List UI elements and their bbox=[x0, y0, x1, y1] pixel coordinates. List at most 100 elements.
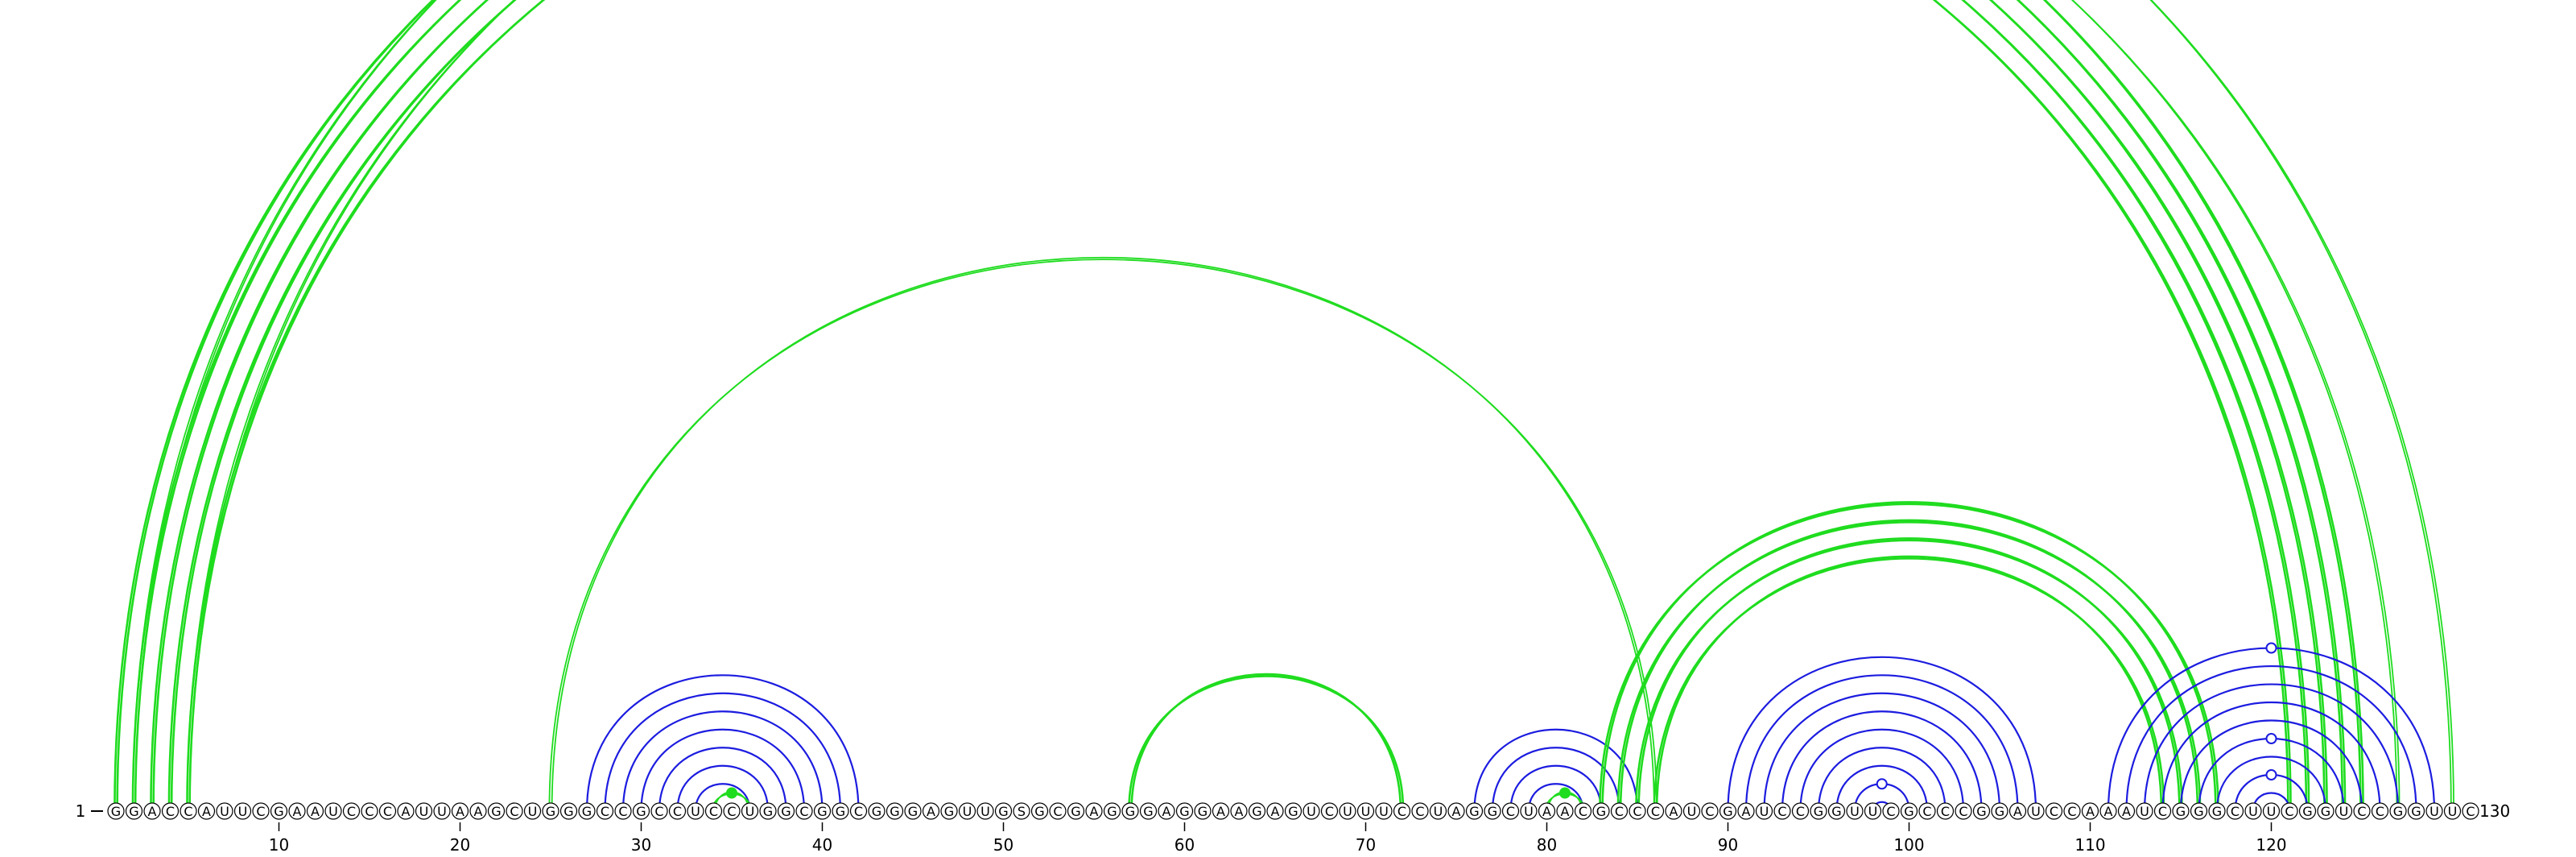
tick-label: 90 bbox=[1718, 835, 1738, 855]
nucleotide-circle bbox=[1592, 802, 1610, 820]
green-kissing-arc bbox=[1655, 555, 2163, 812]
nucleotide-circle bbox=[1520, 802, 1538, 820]
nucleotide-letter: U bbox=[1850, 804, 1860, 819]
nucleotide-letter: A bbox=[1542, 804, 1551, 819]
blue-hairpin-1-arc bbox=[658, 747, 787, 812]
nucleotide-letter: G bbox=[944, 804, 954, 819]
green-kissing-arc bbox=[1616, 521, 2202, 812]
nucleotide-circle bbox=[1194, 802, 1212, 820]
arc-marker bbox=[2265, 733, 2277, 744]
nucleotide-letter: C bbox=[709, 804, 718, 819]
nucleotide-circle bbox=[125, 802, 143, 820]
nucleotide-circle bbox=[1266, 802, 1284, 820]
nucleotide-letter: C bbox=[799, 804, 808, 819]
nucleotide-circle bbox=[143, 802, 161, 820]
nucleotide-letter: A bbox=[311, 804, 320, 819]
nucleotide-circle bbox=[759, 802, 777, 820]
nucleotide-circle bbox=[1484, 802, 1501, 820]
nucleotide-circle bbox=[2136, 802, 2153, 820]
nucleotide-circle bbox=[1900, 802, 1918, 820]
nucleotide-letter: U bbox=[1760, 804, 1769, 819]
nucleotide-circle bbox=[1175, 802, 1194, 820]
sequence-backbone: 1 130 bbox=[76, 801, 2511, 821]
nucleotide-letter: A bbox=[1090, 804, 1099, 819]
nucleotide-circle bbox=[2117, 802, 2136, 820]
nucleotide-circle bbox=[1755, 802, 1773, 820]
nucleotide-circle bbox=[2353, 802, 2371, 820]
arc-marker bbox=[1876, 778, 1888, 790]
green-hairpin-2-arc bbox=[1128, 675, 1405, 812]
blue-hairpin-1-arc bbox=[621, 710, 824, 812]
nucleotide-letter: G bbox=[2176, 804, 2186, 819]
nucleotide-letter: U bbox=[2429, 804, 2439, 819]
nucleotide-letter: G bbox=[1252, 804, 1261, 819]
nucleotide-circle bbox=[2063, 802, 2081, 820]
arc-markers bbox=[726, 642, 2277, 799]
nucleotide-letter: C bbox=[1651, 804, 1660, 819]
nucleotide-circle bbox=[523, 802, 542, 820]
nucleotide-circle bbox=[1067, 802, 1085, 820]
nucleotide-circle bbox=[2226, 802, 2244, 820]
nucleotide-circle bbox=[216, 802, 233, 820]
nucleotide-letter: C bbox=[383, 804, 392, 819]
nucleotide-letter: C bbox=[1053, 804, 1062, 819]
nucleotide-letter: A bbox=[1452, 804, 1461, 819]
nucleotide-letter: C bbox=[1886, 804, 1895, 819]
nucleotide-letter: U bbox=[2339, 804, 2349, 819]
nucleotide-letter: G bbox=[1288, 804, 1298, 819]
nucleotide-letter: C bbox=[1777, 804, 1786, 819]
nucleotide-letter: C bbox=[601, 804, 609, 819]
nucleotide-letter: U bbox=[1361, 804, 1371, 819]
nucleotide-circle bbox=[487, 802, 506, 820]
nucleotide-circle bbox=[1864, 802, 1882, 820]
tick-label: 80 bbox=[1537, 835, 1557, 855]
nucleotide-letter: C bbox=[1397, 804, 1406, 819]
nucleotide-letter: G bbox=[1469, 804, 1479, 819]
long-range-green-arc bbox=[551, 257, 1655, 812]
tick-label: 50 bbox=[993, 835, 1013, 855]
nucleotide-circle bbox=[1646, 802, 1665, 820]
nucleotide-letter: A bbox=[927, 804, 935, 819]
nucleotide-circle bbox=[1320, 802, 1339, 820]
green-kissing-arc bbox=[1635, 539, 2183, 812]
nucleotide-letter: G bbox=[1995, 804, 2004, 819]
nucleotide-letter: G bbox=[872, 804, 881, 819]
nucleotide-circle bbox=[1030, 802, 1049, 820]
green-kissing-arc bbox=[1599, 503, 2219, 812]
nucleotide-circle bbox=[361, 802, 378, 820]
tick-label: 100 bbox=[1893, 835, 1924, 855]
outer-green-helix-arc bbox=[152, 0, 2326, 812]
nucleotide-circle bbox=[1846, 802, 1864, 820]
nucleotide-circle bbox=[723, 802, 741, 820]
outer-green-thin-arc bbox=[188, 0, 2398, 812]
nucleotide-circle bbox=[1701, 802, 1719, 820]
arc-marker bbox=[1559, 787, 1571, 799]
nucleotide-letter: G bbox=[274, 804, 283, 819]
arc-marker bbox=[2265, 769, 2277, 780]
nucleotide-letter: G bbox=[2411, 804, 2421, 819]
nucleotide-circle bbox=[777, 802, 795, 820]
nucleotide-circle bbox=[306, 802, 324, 820]
blue-hairpin-4-arc bbox=[2107, 647, 2436, 812]
nucleotide-letter: C bbox=[184, 804, 192, 819]
nucleotide-letter: G bbox=[2321, 804, 2330, 819]
nucleotide-circle bbox=[180, 802, 197, 820]
nucleotide-letter: G bbox=[1125, 804, 1135, 819]
nucleotide-letter: G bbox=[1107, 804, 1117, 819]
blue-hairpin-3-arc bbox=[1763, 692, 2001, 812]
nucleotide-letter: C bbox=[1415, 804, 1424, 819]
nucleotide-circle bbox=[2425, 802, 2443, 820]
nucleotide-circle bbox=[1339, 802, 1356, 820]
nucleotide-letter: U bbox=[691, 804, 700, 819]
nucleotide-letter: G bbox=[2212, 804, 2222, 819]
nucleotide-circle bbox=[1556, 802, 1574, 820]
nucleotide-letter: A bbox=[1742, 804, 1751, 819]
nucleotide-circle bbox=[469, 802, 487, 820]
nucleotide-circle bbox=[1629, 802, 1646, 820]
arc-marker bbox=[726, 787, 737, 799]
outer-green-helix-arc bbox=[167, 0, 2310, 812]
nucleotide-circle bbox=[958, 802, 976, 820]
nucleotide-circle bbox=[161, 802, 180, 820]
nucleotide-circle bbox=[2208, 802, 2226, 820]
